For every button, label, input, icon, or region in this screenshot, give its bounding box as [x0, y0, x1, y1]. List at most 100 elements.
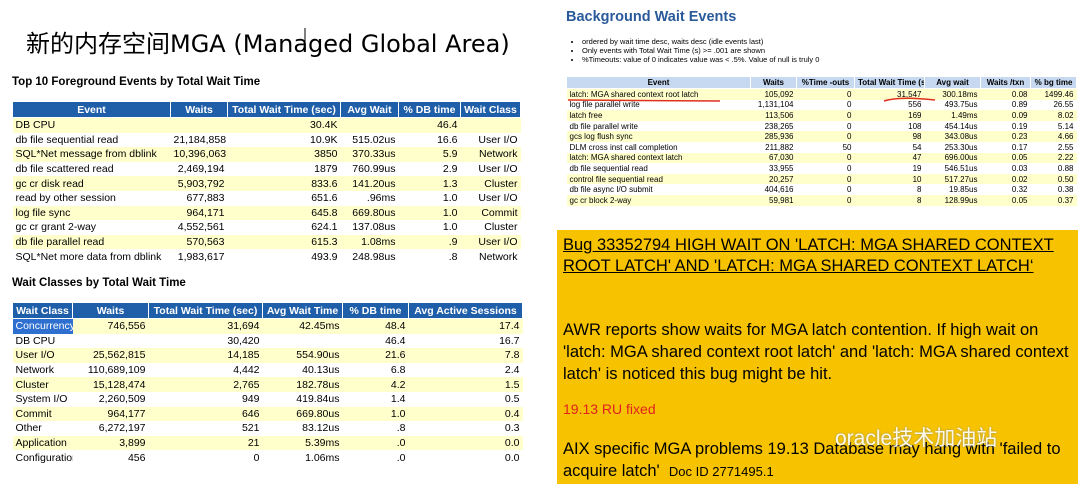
cell: Commit [12, 406, 73, 422]
cell: 2.9 [442, 163, 458, 176]
row: log file parallel write 1,131,104 0 556 493.… [567, 100, 1077, 111]
cell: 30.4K [227, 117, 341, 133]
row: db file sequential read 21,184,858 10.9K 51… [13, 133, 521, 148]
cell: 1.0 [442, 221, 458, 234]
column-header: Event [566, 76, 751, 89]
cell: 48.4 [342, 318, 409, 334]
cell: 0 [847, 100, 852, 110]
row: control file sequential read 20,257 0 10 517… [566, 173, 1077, 185]
cell: 0.0 [408, 435, 523, 451]
cell: db file parallel read [12, 234, 171, 250]
cell: User I/O [478, 192, 518, 205]
row: DB CPU 30,420 46.4 16.7 [13, 334, 523, 349]
bug-title: Bug 33352794 HIGH WAIT ON 'LATCH: MGA SH… [563, 236, 1054, 275]
page-title: 新的内存空间MGA (Managed Global Area) [26, 30, 510, 58]
header-row: Event Waits %Time -outs Total Wait Time (s)… [566, 76, 1077, 89]
cell: 47 [854, 152, 925, 164]
row: gcs log flush sync 285,936 0 98 343.08us 0.23… [566, 131, 1077, 142]
cell: db file scattered read [15, 163, 114, 176]
cell: 169 [854, 110, 925, 121]
cell: 238,265 [764, 121, 794, 131]
cell: log file sync [12, 205, 171, 221]
row: read by other session 677,883 651.6 .96ms 1.… [13, 191, 521, 206]
row: Application 3,899 21 5.39ms .0 0.0 [12, 435, 523, 451]
cell: 46.4 [398, 117, 461, 133]
cell: 1.49ms [924, 110, 981, 121]
cell: 5,903,792 [170, 176, 228, 191]
cell: gc cr disk read [12, 176, 171, 191]
column-header: % DB time [398, 101, 461, 118]
note-item: %Timeouts: value of 0 indicates value wa… [582, 55, 819, 64]
cell: 2.22 [1030, 152, 1077, 164]
cell: 0.09 [980, 110, 1031, 121]
cell: 2,260,509 [98, 393, 146, 406]
cell: latch: MGA shared context root latch [566, 88, 751, 100]
cell: 515.02us [352, 133, 396, 146]
cell: 0.08 [980, 88, 1031, 100]
cell: DB CPU [15, 334, 56, 347]
cell: 4.2 [342, 377, 409, 392]
cell: 10.9K [310, 133, 338, 146]
cell: 646 [148, 406, 263, 422]
cell: 16.6 [437, 133, 458, 146]
row: DB CPU 30.4K 46.4 [12, 117, 521, 133]
section-heading: Background Wait Events [566, 9, 737, 25]
row: db file async I/O submit 404,616 0 8 19.85us… [567, 184, 1077, 195]
row: Cluster 15,128,474 2,765 182.78us 4.2 1.5 [12, 377, 523, 392]
row: db file parallel write 238,265 0 108 454.14u… [567, 121, 1077, 132]
cell: db file sequential read [15, 133, 119, 146]
cell: 1.5 [408, 377, 523, 392]
cell: 615.3 [227, 234, 341, 250]
cell: 0 [847, 121, 852, 131]
cell: 0.05 [980, 152, 1031, 164]
cell: 182.78us [262, 377, 343, 392]
cell [73, 334, 149, 349]
cell [460, 117, 521, 133]
cell: 570,563 [170, 234, 228, 250]
row: db file scattered read 2,469,194 1879 760.9… [13, 162, 521, 177]
cell: Network [15, 364, 55, 377]
cell: User I/O [478, 163, 518, 176]
cell: 2,765 [148, 377, 263, 392]
cell: Cluster [12, 377, 73, 392]
cell: latch: MGA shared context latch [566, 152, 751, 164]
cell: 0 [847, 163, 852, 173]
cell: 5.9 [398, 147, 461, 162]
cell: 3850 [227, 147, 341, 162]
cell: 253.30us [944, 142, 978, 152]
column-header: Waits /txn [980, 76, 1031, 89]
cell: System I/O [15, 393, 68, 406]
cell: 0.32 [1011, 185, 1028, 195]
cell: 0.88 [1057, 163, 1074, 173]
cell: 1,131,104 [757, 100, 794, 110]
cell: 128.99us [924, 194, 981, 206]
cell: 20,257 [750, 173, 797, 185]
cell: 343.08us [924, 131, 981, 142]
cell: 493.9 [311, 250, 338, 263]
cell: Commit [460, 205, 521, 221]
cell: 0.50 [1030, 173, 1077, 185]
cell: 17.4 [408, 318, 523, 334]
cell: 669.80us [340, 205, 399, 221]
cell: 137.08us [352, 221, 396, 234]
cell: 677,883 [186, 192, 225, 205]
cell: 0 [796, 88, 855, 100]
cell: 0.89 [1011, 100, 1028, 110]
cell: 651.6 [311, 192, 338, 205]
cell: 33,955 [769, 163, 794, 173]
row: Commit 964,177 646 669.80us 1.0 0.4 [12, 406, 523, 422]
row: db file sequential read 33,955 0 19 546.51us… [567, 163, 1077, 174]
column-header: Avg wait [924, 76, 981, 89]
cell: 0.03 [1011, 163, 1028, 173]
cell: 1.08ms [340, 234, 399, 250]
cell: .0 [396, 451, 406, 464]
table: Event Waits Total Wait Time (sec) Avg Wait%… [12, 101, 521, 264]
cell: 0 [796, 110, 855, 121]
row: System I/O 2,260,509 949 419.84us 1.4 0.5 [13, 392, 523, 407]
cell: 1.4 [390, 393, 406, 406]
cell: 546.51us [944, 163, 978, 173]
cell: .96ms [366, 192, 396, 205]
row: gc cr disk read 5,903,792 833.6 141.20us 1.3… [12, 176, 521, 191]
cell: 696.00us [924, 152, 981, 164]
cell: 370.33us [340, 147, 399, 162]
